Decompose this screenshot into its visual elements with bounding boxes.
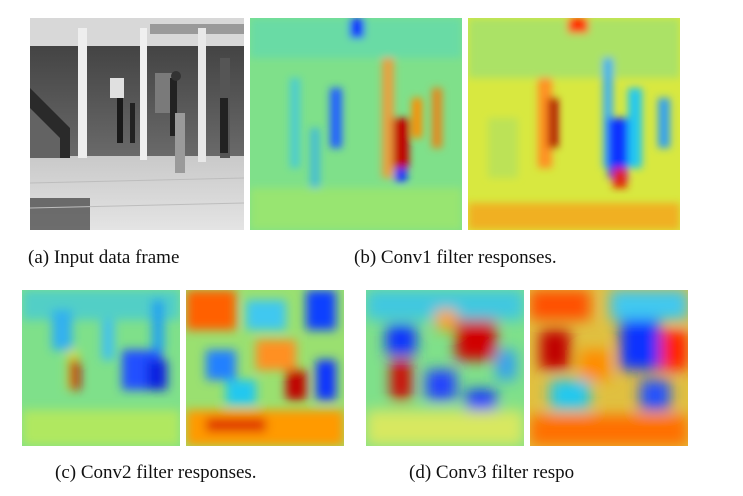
conv1-response-1 bbox=[250, 18, 462, 230]
caption-c: (c) Conv2 filter responses. bbox=[55, 462, 257, 483]
input-frame-image bbox=[30, 18, 244, 230]
conv2-response-1 bbox=[22, 290, 180, 446]
caption-b: (b) Conv1 filter responses. bbox=[354, 247, 557, 268]
conv3-response-1 bbox=[366, 290, 524, 446]
caption-d: (d) Conv3 filter respo bbox=[409, 462, 575, 483]
conv3-response-2 bbox=[530, 290, 688, 446]
conv1-response-2 bbox=[468, 18, 680, 230]
conv2-response-2 bbox=[186, 290, 344, 446]
caption-a: (a) Input data frame bbox=[28, 247, 180, 268]
